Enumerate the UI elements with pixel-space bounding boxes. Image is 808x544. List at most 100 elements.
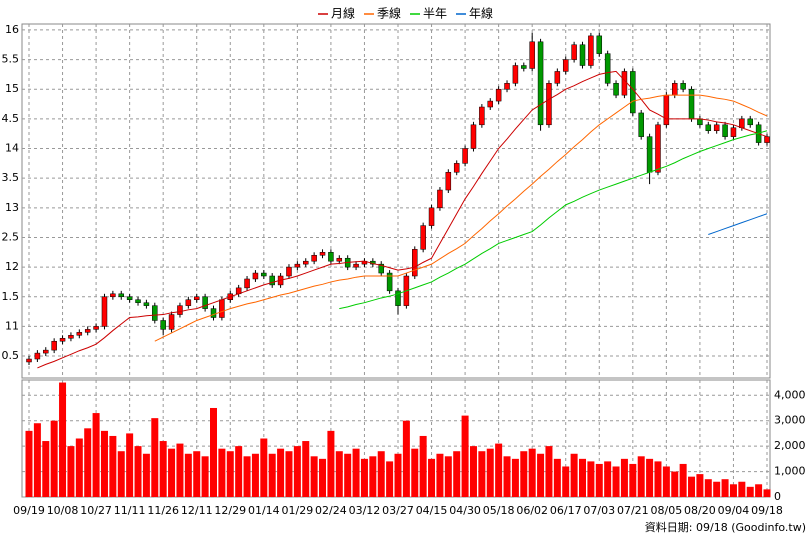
candle-body [546,83,552,126]
volume-bar [545,446,553,497]
candle-body [420,225,426,250]
volume-bar [486,448,494,497]
volume-bar [587,461,595,497]
candle-body [672,83,678,96]
candle-body [713,124,720,131]
x-tick-label: 10/08 [47,504,79,517]
volume-bar [679,463,687,497]
candle-body [529,41,535,69]
volume-bar [671,471,679,497]
candle-body [630,71,636,114]
volume-bar [444,456,452,497]
volume-bar [251,453,259,497]
candle-body [59,338,66,342]
candle-body [294,263,301,268]
candle-body [579,44,586,66]
candle-body [76,332,83,336]
candle-body [118,293,124,298]
volume-bar [327,430,335,497]
volume-bar [117,451,125,497]
volume-bar [579,458,586,497]
volume-bar [461,415,469,497]
candle-body [126,296,133,300]
volume-bar [721,479,729,497]
volume-bar [377,451,385,497]
candle-body [747,118,753,126]
candle-body [378,263,384,274]
legend-label: 年線 [469,6,493,21]
candle-body [504,83,510,90]
volume-bar [503,456,511,497]
volume-bar [285,451,293,497]
x-tick-label: 06/17 [550,504,582,517]
candle-body [93,326,99,330]
x-tick-label: 03/27 [382,504,414,517]
x-tick-label: 07/03 [583,504,615,517]
x-tick-label: 04/15 [416,504,448,517]
volume-bar [310,456,318,497]
volume-bar [595,463,603,497]
candle-body [437,189,443,209]
volume-bar [218,448,226,497]
volume-bar [629,463,637,497]
candle-body [470,124,477,149]
candle-body [328,252,334,262]
y-tick-label: 0.5 [2,349,20,362]
volume-bar [612,466,620,497]
y-tick-label: 3,000 [774,414,806,427]
candle-body [764,136,770,143]
ma-line [339,130,768,310]
x-tick-label: 01/14 [248,504,280,517]
x-tick-label: 06/02 [516,504,548,517]
y-tick-label: 5.5 [2,53,20,66]
candle-body [621,71,628,96]
volume-bar [755,484,763,497]
x-tick-label: 02/24 [315,504,347,517]
volume-bar [352,448,360,497]
candle-body [722,124,728,137]
x-tick-label: 08/20 [684,504,716,517]
volume-bar [25,430,33,497]
candle-body [110,293,116,298]
volume-bar [151,418,159,497]
candle-body [353,263,359,268]
volume-bar [411,448,419,497]
volume-bar [738,481,746,497]
x-tick-label: 12/11 [181,504,213,517]
volume-bar [537,453,545,497]
volume-bar [495,443,503,497]
x-tick-label: 11/26 [147,504,179,517]
volume-bar [369,456,377,497]
candle-body [562,59,569,72]
y-tick-label: 4,000 [774,388,806,401]
volume-bar [520,451,528,497]
x-tick-label: 07/21 [617,504,649,517]
volume-bar [134,446,142,497]
y-tick-label: 1.5 [2,290,20,303]
volume-bar [33,423,41,497]
volume-bar [268,453,276,497]
x-tick-label: 08/05 [651,504,683,517]
candle-body [135,299,141,303]
volume-bar [394,453,402,497]
candle-body [604,53,611,84]
candle-body [193,296,200,300]
candle-body [697,118,703,126]
volume-bar [453,451,461,497]
volume-bar [67,446,75,497]
volume-bar [729,484,737,497]
price-panel [21,23,771,379]
candle-body [705,124,712,131]
volume-bar [210,407,217,497]
legend-label: 月線 [331,6,355,21]
y-tick-label: 2.5 [2,230,20,243]
candle-body [68,335,74,339]
x-tick-label: 09/19 [13,504,45,517]
volume-bar [75,438,83,497]
candle-body [487,100,493,108]
volume-bar [344,453,352,497]
volume-bar [713,481,721,497]
legend-label: 季線 [377,6,401,21]
volume-bar [176,443,184,497]
